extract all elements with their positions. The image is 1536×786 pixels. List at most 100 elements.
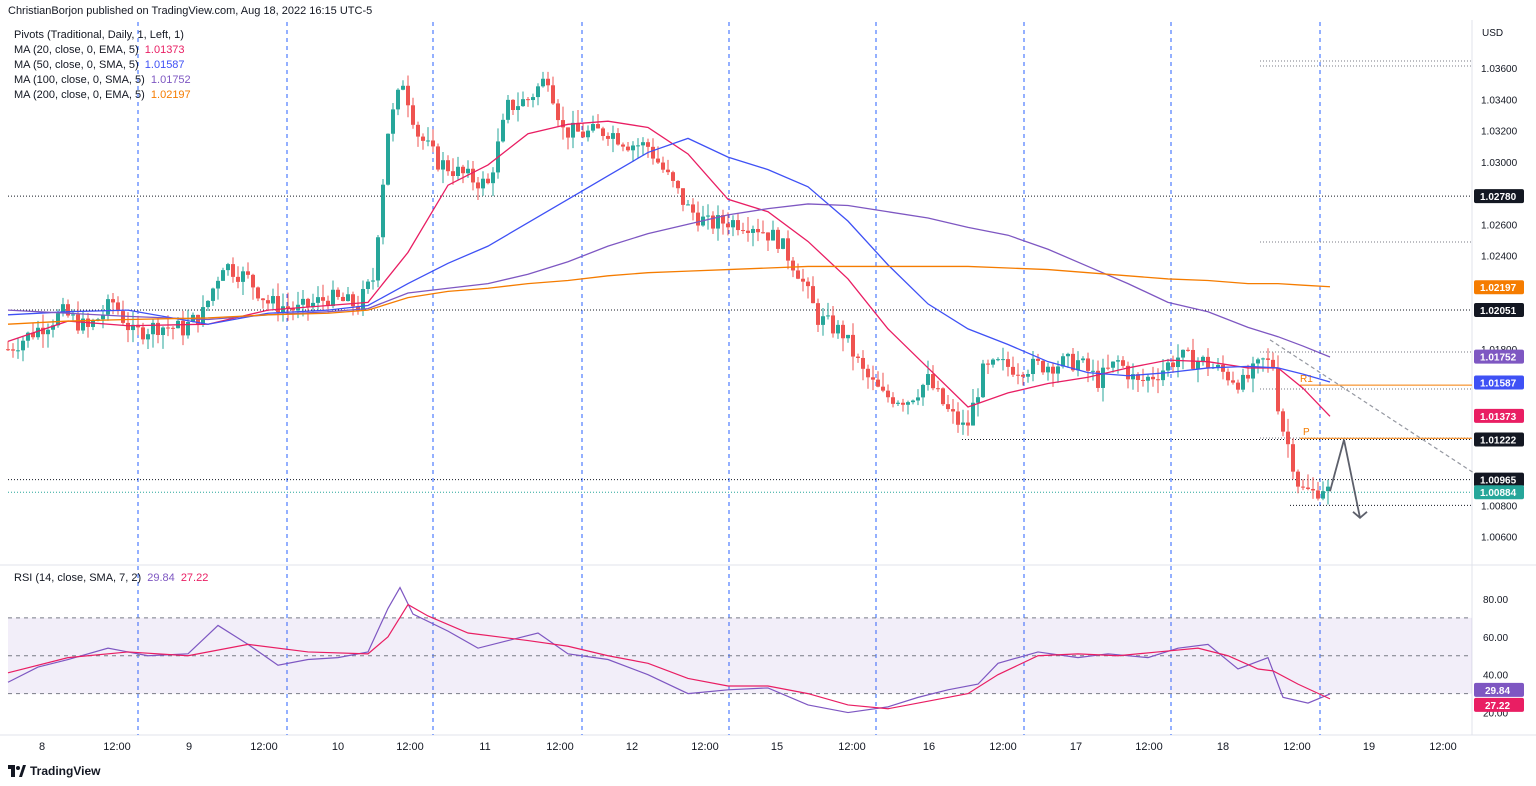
rsi-legend-value: 29.84 [147,572,175,584]
candle-body [501,119,505,142]
price-badge-bg [1474,189,1524,204]
rsi-tick: 60.00 [1483,633,1508,644]
rsi-tick: 40.00 [1483,671,1508,682]
candle-body [1311,488,1315,491]
candle-body [316,297,320,303]
candle-body [781,238,785,249]
candle-body [61,304,65,314]
candle-body [11,349,15,351]
candle-body [461,166,465,174]
candle-body [1001,359,1005,361]
candle-body [491,172,495,184]
candle-body [761,232,765,234]
candle-body [431,140,435,147]
candle-body [606,135,610,139]
candle-body [686,204,690,206]
candle-body [721,215,725,224]
price-badge-bg [1474,280,1524,295]
price-tick: 1.03000 [1481,158,1518,169]
candle-body [1206,356,1210,369]
candle-body [631,145,635,151]
candle-body [51,325,55,330]
candle-body [676,180,680,189]
candle-body [831,315,835,334]
candle-body [266,300,270,304]
publisher-caption: ChristianBorjon published on TradingView… [8,5,373,17]
rsi-legend-label: RSI (14, close, SMA, 7, 2) [14,572,142,584]
candle-body [1056,366,1060,374]
candle-body [201,307,205,326]
candle-body [611,133,615,139]
candle-body [716,215,720,229]
candle-body [1321,491,1325,499]
forecast-arrow-head [1352,511,1368,520]
currency-label: USD [1482,28,1504,39]
candle-body [871,377,875,380]
candle-body [626,146,630,151]
candle-body [656,158,660,163]
candle-body [1121,360,1125,366]
candle-body [381,184,385,238]
time-tick: 12:00 [396,741,424,753]
tradingview-logo[interactable]: TradingView [8,764,100,778]
legend-ma100-label: MA (100, close, 0, SMA, 5) [14,74,145,86]
candle-body [1126,365,1130,380]
candle-body [546,78,550,86]
candle-body [1146,376,1150,381]
price-badge-1.02780: 1.02780 [1480,192,1517,203]
candle-body [341,296,345,302]
candle-body [731,220,735,228]
time-tick: 12:00 [546,741,574,753]
price-tick: 1.00800 [1481,501,1518,512]
pivots-legend[interactable]: Pivots (Traditional, Daily, 1, Left, 1) [14,28,184,43]
candle-body [436,146,440,170]
candle-body [1111,361,1115,368]
candle-body [961,422,965,425]
candle-body [541,78,545,87]
candle-body [1016,374,1020,376]
candle-body [411,105,415,125]
candle-body [1246,374,1250,379]
candle-body [971,402,975,426]
candle-body [916,397,920,401]
candle-body [751,228,755,233]
candle-body [36,327,40,338]
candle-body [1171,362,1175,368]
forecast-path [1329,439,1361,519]
candle-body [471,168,475,183]
candle-body [116,302,120,312]
candle-body [1091,370,1095,372]
candle-body [911,400,915,403]
rsi-legend[interactable]: RSI (14, close, SMA, 7, 2) 29.84 27.22 [14,571,208,586]
legend-ma100[interactable]: MA (100, close, 0, SMA, 5) 1.01752 [14,73,191,88]
candle-body [251,274,255,288]
candle-body [1096,370,1100,388]
candles-group [6,71,1330,505]
legend-ma200[interactable]: MA (200, close, 0, EMA, 5) 1.02197 [14,88,191,103]
time-tick: 12:00 [250,741,278,753]
ma-line-ema-200 [7,265,1331,325]
candle-body [956,411,960,425]
candle-body [946,404,950,410]
ma-line-sma-50 [7,137,1331,383]
candle-body [771,229,775,241]
tradingview-brand: TradingView [30,764,101,778]
candle-body [466,168,470,174]
candle-body [401,85,405,90]
time-tick: 19 [1363,741,1375,753]
time-tick: 12:00 [103,741,131,753]
candle-body [796,270,800,279]
candle-body [886,390,890,398]
legend-ma20[interactable]: MA (20, close, 0, EMA, 5) 1.01373 [14,43,185,58]
candle-body [901,402,905,405]
candle-body [876,379,880,387]
candle-body [1061,356,1065,367]
candle-body [226,264,230,271]
candle-body [211,288,215,301]
candle-body [1196,361,1200,369]
legend-ma50[interactable]: MA (50, close, 0, SMA, 5) 1.01587 [14,58,185,73]
candle-body [1161,370,1165,381]
candle-body [1191,349,1195,369]
candle-body [596,124,600,129]
